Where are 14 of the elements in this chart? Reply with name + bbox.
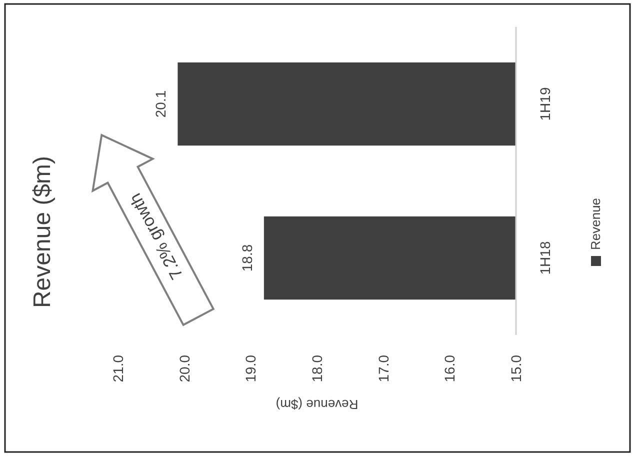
x-tick-label: 16.0: [442, 354, 458, 382]
x-tick-label: 15.0: [508, 354, 524, 382]
text: Revenue: [588, 198, 603, 250]
data-label: 20.1: [152, 90, 169, 118]
x-axis-title: Revenue ($m): [276, 397, 358, 412]
text: Revenue ($m): [29, 156, 56, 308]
x-tick-label: 18.0: [309, 354, 325, 382]
y-tick-label: 1H19: [537, 87, 553, 121]
x-tick-label: 21.0: [110, 354, 126, 382]
x-tick-label: 20.0: [176, 354, 192, 382]
x-tick-label: 17.0: [375, 354, 392, 382]
y-tick-label: 1H18: [537, 241, 553, 275]
data-label: 18.8: [238, 244, 255, 272]
x-tick-label: 19.0: [242, 354, 259, 382]
